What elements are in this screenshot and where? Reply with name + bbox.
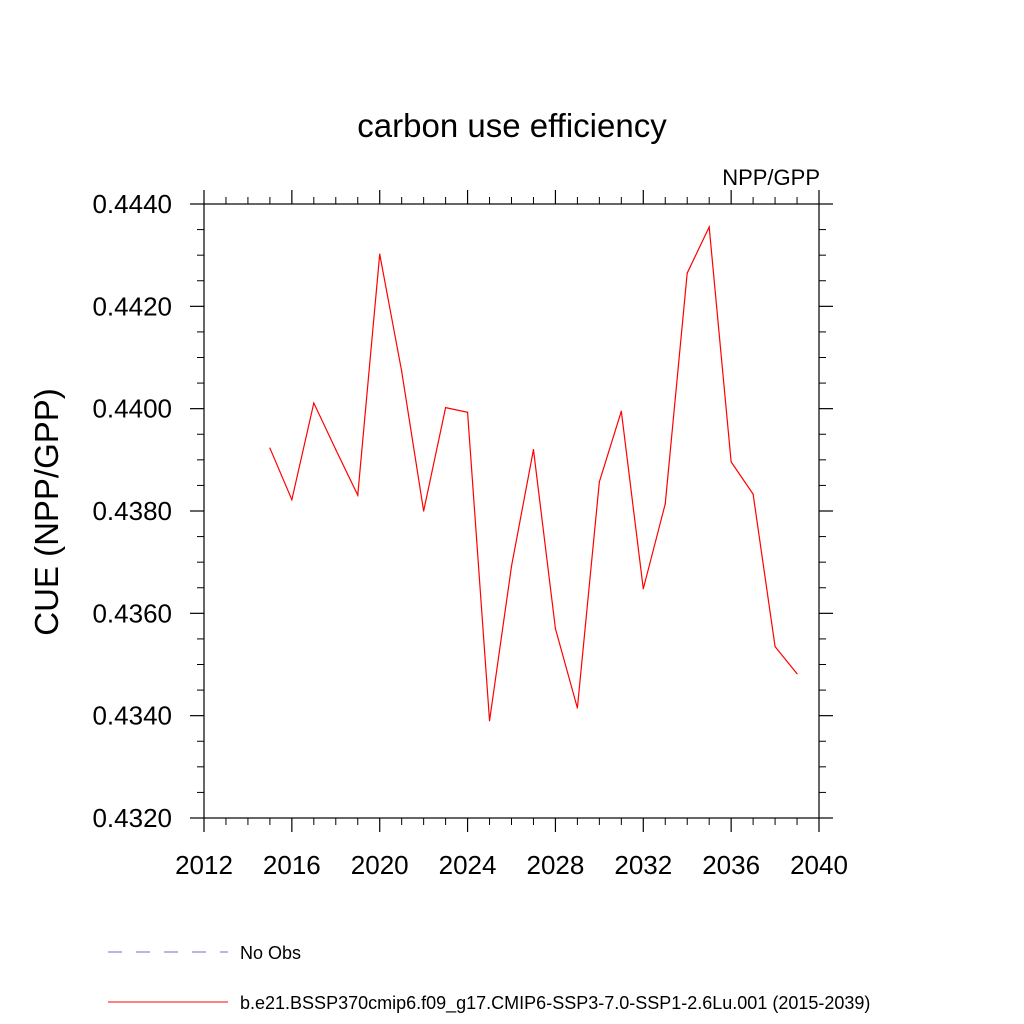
y-tick-label: 0.4400 — [92, 394, 172, 424]
data-point — [730, 461, 732, 463]
y-tick-labels: 0.4320 0.4340 0.4360 0.4380 0.4400 0.4420 0.44… — [92, 189, 172, 833]
data-point — [510, 565, 513, 567]
data-point — [445, 407, 447, 409]
legend-label: b.e21.BSSP370cmip6.f09_g17.CMIP6-SSP3-7.… — [240, 993, 870, 1014]
x-tick-label: 2012 — [175, 850, 233, 880]
axis-ticks — [190, 190, 833, 832]
data-point — [796, 673, 798, 675]
data-point — [774, 645, 776, 648]
data-point — [598, 481, 600, 483]
y-tick-label: 0.4320 — [92, 803, 172, 833]
data-point — [752, 493, 754, 495]
x-tick-label: 2036 — [702, 850, 760, 880]
data-point — [313, 402, 315, 404]
plot-frame — [203, 203, 820, 819]
x-tick-label: 2020 — [351, 850, 409, 880]
data-point — [291, 499, 293, 501]
series-line — [269, 224, 798, 721]
chart-subtitle: NPP/GPP — [722, 165, 820, 190]
series-layer — [269, 224, 798, 722]
y-tick-label: 0.4360 — [92, 598, 172, 628]
x-tick-label: 2032 — [614, 850, 672, 880]
data-point — [708, 226, 710, 228]
y-tick-label: 0.4340 — [92, 701, 172, 731]
data-point — [642, 588, 644, 590]
data-point — [532, 449, 535, 451]
y-tick-label: 0.4380 — [92, 496, 172, 526]
y-axis-label: CUE (NPP/GPP) — [28, 388, 65, 636]
legend-label: No Obs — [240, 943, 301, 963]
x-tick-label: 2040 — [790, 850, 848, 880]
x-tick-label: 2024 — [439, 850, 497, 880]
data-point — [379, 253, 381, 255]
data-point — [664, 503, 666, 505]
legend: No Obs b.e21.BSSP370cmip6.f09_g17.CMIP6-S… — [108, 943, 870, 1014]
data-point — [576, 707, 578, 709]
data-point — [620, 410, 622, 412]
y-tick-label: 0.4420 — [92, 291, 172, 321]
x-tick-label: 2016 — [263, 850, 321, 880]
data-point — [401, 370, 403, 372]
x-tick-label: 2028 — [527, 850, 585, 880]
data-point — [335, 449, 337, 451]
data-point — [269, 447, 271, 449]
y-tick-label: 0.4440 — [92, 189, 172, 219]
data-point — [423, 510, 425, 512]
chart-title: carbon use efficiency — [357, 107, 667, 144]
x-tick-labels: 2012 2016 2020 2024 2028 2032 2036 2040 — [175, 850, 848, 880]
data-point — [466, 411, 469, 413]
data-point — [686, 272, 688, 274]
data-point — [357, 494, 359, 496]
data-point — [554, 628, 557, 630]
data-point — [488, 720, 491, 722]
